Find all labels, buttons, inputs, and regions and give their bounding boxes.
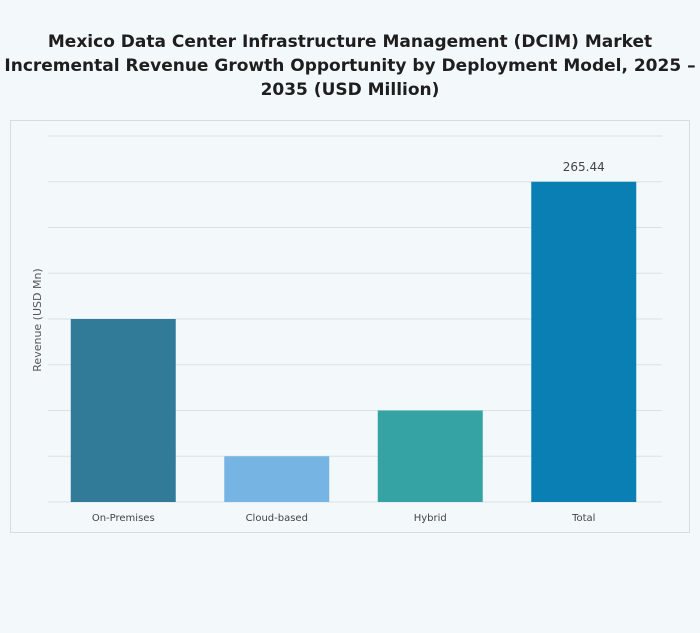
x-tick-label: Total	[571, 513, 595, 524]
chart-title: Mexico Data Center Infrastructure Manage…	[4, 32, 696, 100]
bar-cloud-based	[224, 456, 330, 502]
bar-hybrid	[377, 410, 483, 502]
x-tick-label: On-Premises	[92, 513, 155, 524]
data-label: 265.44	[563, 160, 605, 174]
chart-frame	[10, 120, 690, 533]
x-tick-label: Cloud-based	[246, 513, 308, 524]
bar-on-premises	[70, 319, 176, 502]
bar-total	[531, 181, 637, 502]
y-axis-label: Revenue (USD Mn)	[31, 268, 44, 371]
x-tick-label: Hybrid	[414, 513, 447, 524]
